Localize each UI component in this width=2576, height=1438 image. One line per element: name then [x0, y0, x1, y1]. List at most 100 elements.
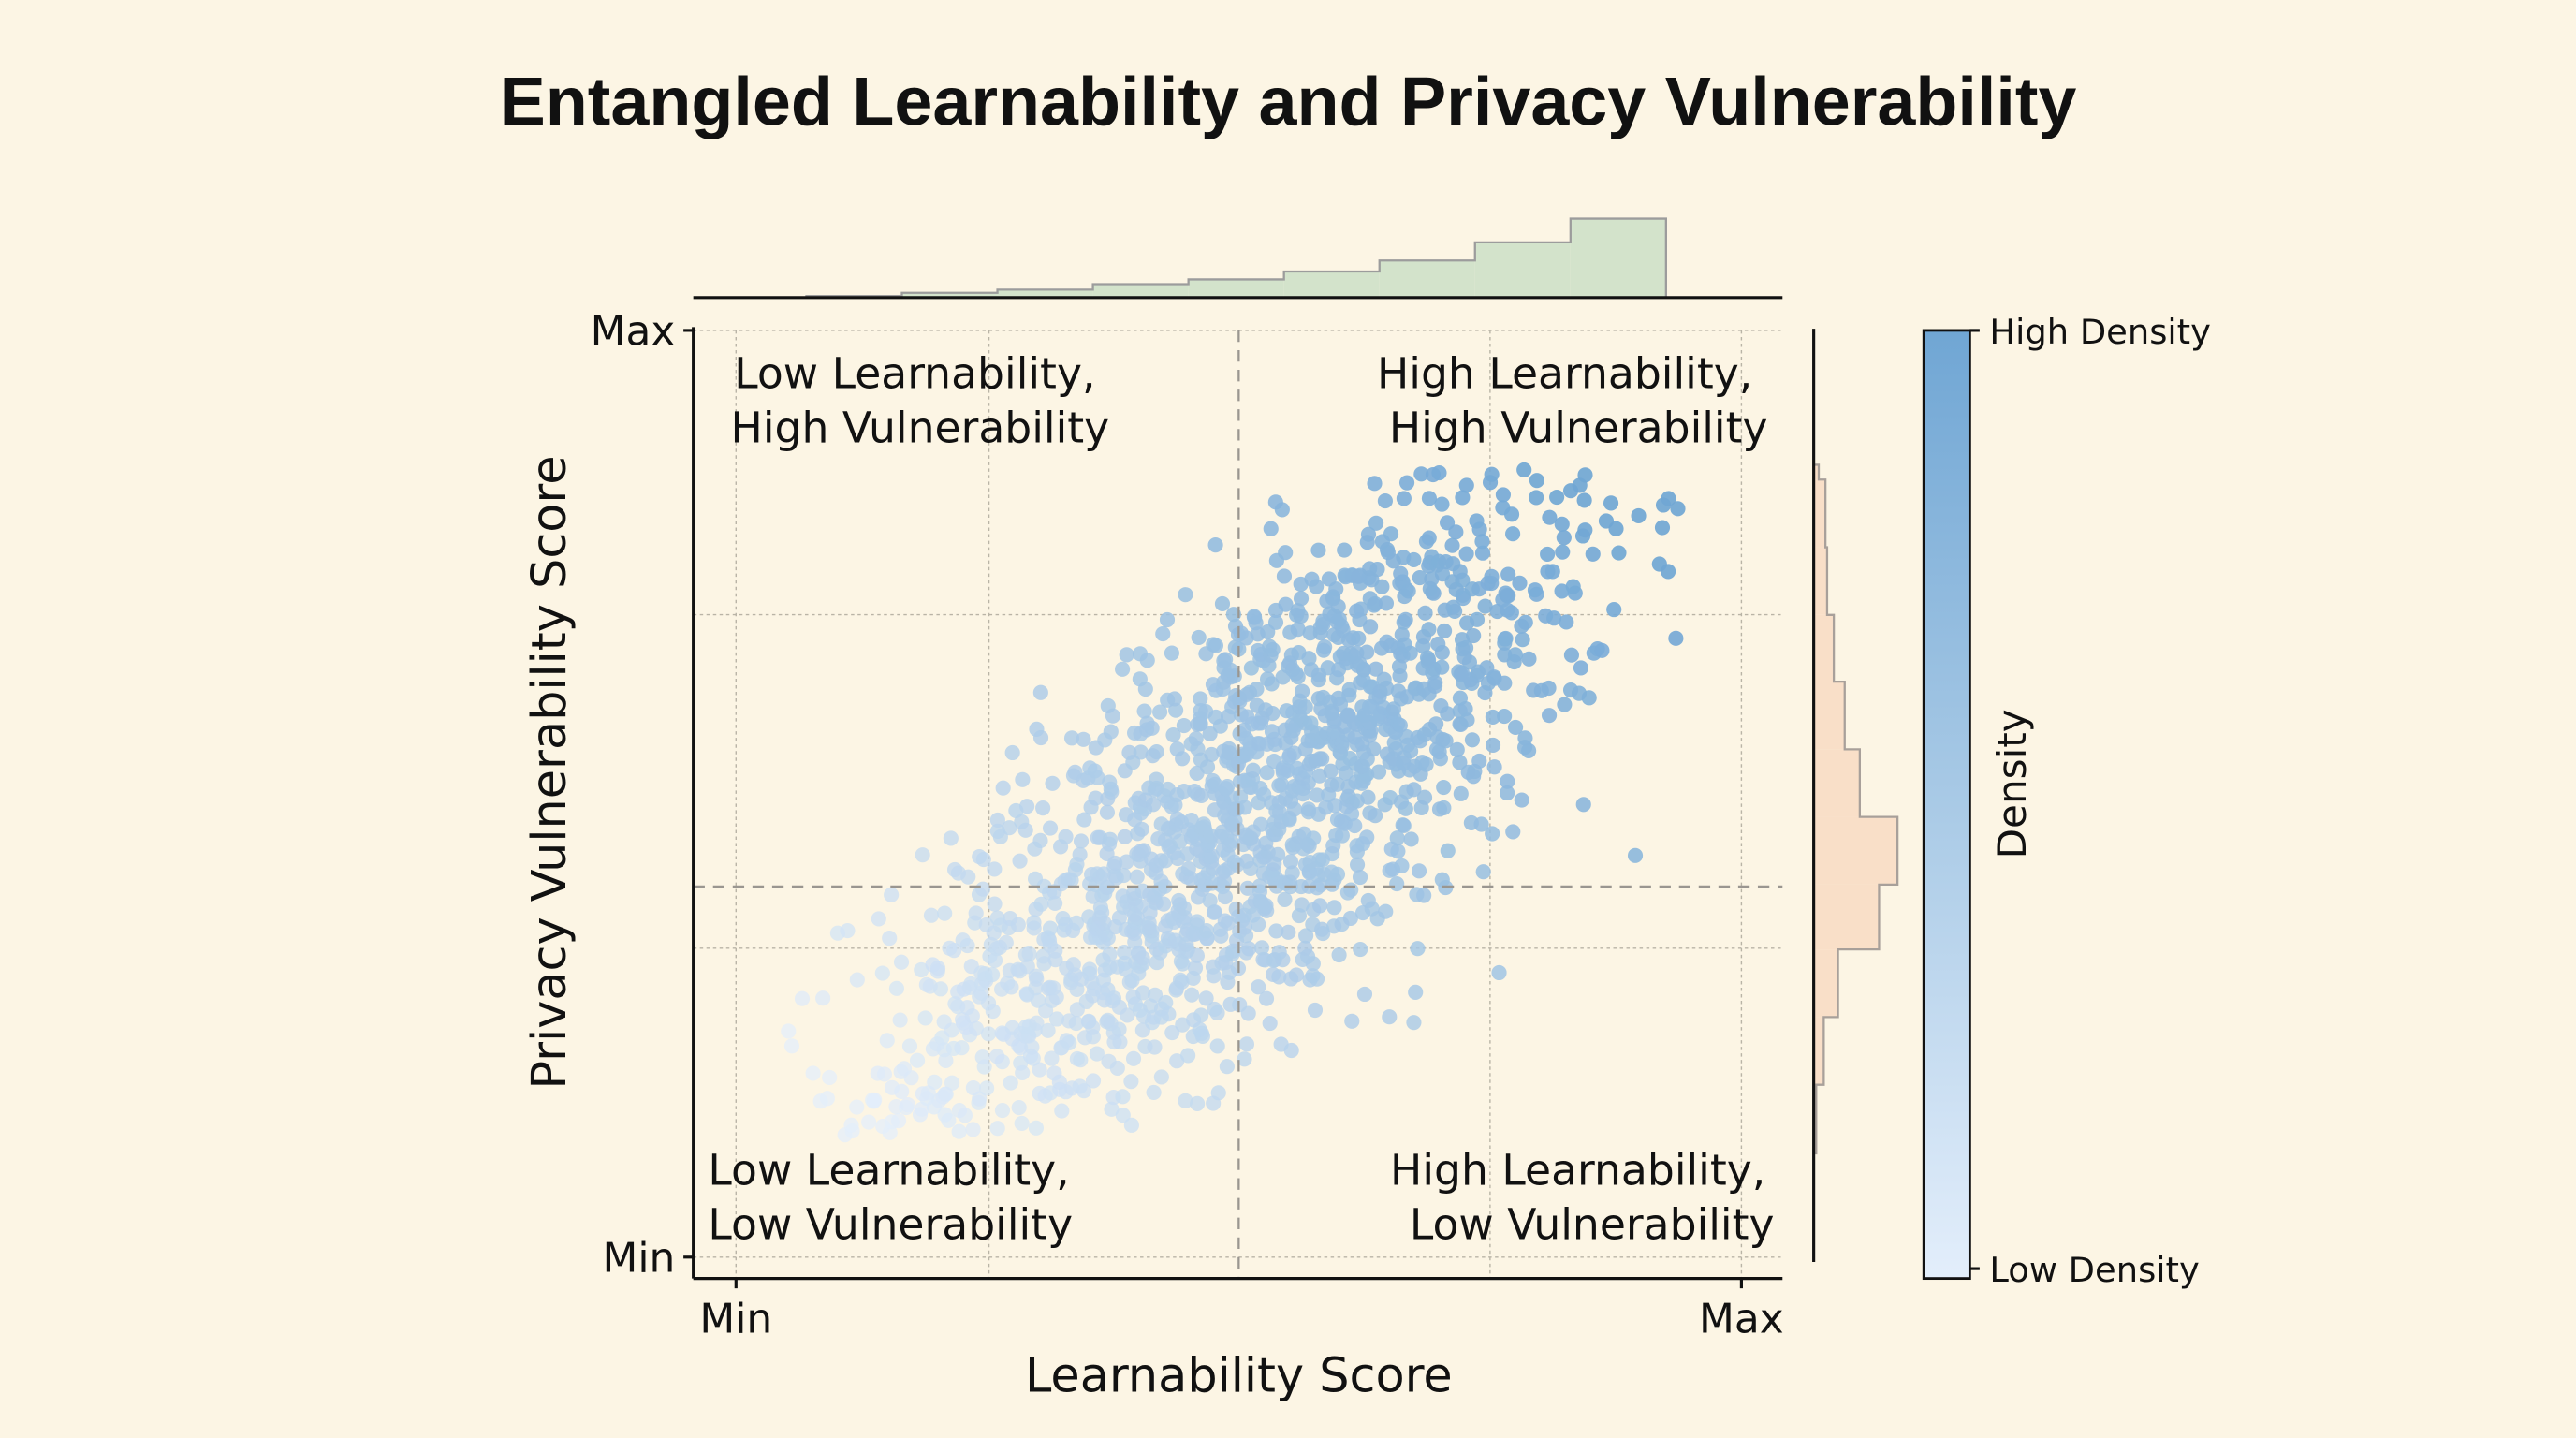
- scatter-point: [1436, 800, 1452, 816]
- scatter-point: [1527, 582, 1544, 598]
- scatter-point: [1221, 741, 1237, 756]
- scatter-point: [1337, 542, 1353, 558]
- scatter-point: [1514, 792, 1530, 808]
- scatter-points: [781, 462, 1686, 1143]
- scatter-point: [1238, 853, 1255, 869]
- scatter-point: [915, 847, 930, 863]
- scatter-point: [1421, 530, 1437, 546]
- scatter-point: [1433, 698, 1449, 714]
- scatter-point: [1393, 565, 1409, 581]
- scatter-point: [1152, 704, 1168, 720]
- scatter-point: [1258, 990, 1275, 1006]
- scatter-point: [1474, 545, 1491, 561]
- scatter-point: [1125, 1050, 1142, 1066]
- right-histogram-bar: [1813, 1017, 1824, 1085]
- scatter-point: [867, 1092, 883, 1108]
- scatter-point: [1271, 969, 1287, 985]
- scatter-point: [1453, 785, 1469, 801]
- scatter-point: [1068, 1015, 1084, 1032]
- scatter-point: [1193, 691, 1208, 707]
- scatter-point: [1135, 985, 1151, 1001]
- quadrant-label-top-right-line2: High Vulnerability: [1389, 403, 1768, 452]
- scatter-point: [1014, 814, 1030, 829]
- scatter-point: [1390, 844, 1406, 859]
- quadrant-label-bottom-right: High Learnability, Low Vulnerability: [1390, 1146, 1779, 1250]
- scatter-point: [1485, 826, 1500, 842]
- scatter-point: [1541, 680, 1557, 697]
- scatter-point: [1208, 709, 1224, 725]
- scatter-point: [1419, 650, 1436, 666]
- scatter-point: [1383, 526, 1399, 542]
- scatter-point: [965, 1079, 981, 1096]
- scatter-point: [1102, 831, 1118, 847]
- scatter-point: [1219, 1059, 1235, 1075]
- scatter-point: [1046, 1065, 1062, 1081]
- scatter-point: [1146, 797, 1162, 813]
- scatter-point: [1265, 641, 1281, 658]
- scatter-point: [1559, 614, 1574, 630]
- scatter-point: [985, 967, 1001, 983]
- scatter-point: [1238, 1036, 1255, 1052]
- scatter-point: [1498, 585, 1514, 601]
- scatter-point: [1132, 671, 1148, 687]
- scatter-point: [1370, 764, 1387, 780]
- scatter-point: [1303, 715, 1319, 731]
- scatter-point: [989, 1121, 1005, 1137]
- scatter-point: [1241, 941, 1257, 957]
- scatter-point: [989, 823, 1005, 839]
- scatter-point: [987, 861, 1003, 877]
- scatter-point: [1129, 869, 1145, 885]
- scatter-point: [1452, 755, 1468, 770]
- scatter-point: [1278, 596, 1294, 612]
- scatter-point: [979, 1080, 995, 1096]
- scatter-point: [1149, 771, 1164, 787]
- scatter-point: [1189, 947, 1206, 963]
- scatter-point: [1479, 660, 1495, 676]
- scatter-point: [1458, 477, 1474, 493]
- scatter-point: [1486, 759, 1502, 775]
- scatter-point: [1416, 888, 1432, 903]
- scatter-point: [1139, 653, 1155, 668]
- top-histogram-bar: [1283, 271, 1380, 298]
- scatter-point: [896, 1061, 913, 1077]
- scatter-point: [1004, 744, 1020, 761]
- scatter-point: [1165, 726, 1181, 743]
- scatter-point: [938, 1086, 954, 1102]
- scatter-point: [879, 1033, 895, 1049]
- y-tick-label-min: Min: [603, 1235, 676, 1283]
- scatter-point: [1661, 564, 1676, 580]
- scatter-point: [1133, 744, 1149, 760]
- scatter-point: [1270, 846, 1286, 862]
- scatter-point: [1573, 660, 1589, 676]
- scatter-point: [1166, 691, 1182, 707]
- scatter-point: [1581, 690, 1597, 706]
- scatter-point: [1059, 1033, 1075, 1049]
- scatter-point: [1164, 645, 1179, 661]
- scatter-point: [1495, 487, 1511, 503]
- scatter-point: [1454, 632, 1471, 648]
- scatter-point: [1104, 1101, 1120, 1117]
- scatter-point: [937, 1107, 953, 1123]
- scatter-point: [987, 896, 1003, 912]
- scatter-point: [1198, 990, 1214, 1006]
- scatter-point: [1394, 626, 1410, 643]
- scatter-point: [987, 952, 1003, 968]
- scatter-point: [944, 1075, 960, 1091]
- scatter-point: [1411, 863, 1427, 879]
- scatter-point: [946, 861, 963, 878]
- scatter-point: [1309, 787, 1325, 803]
- scatter-point: [1529, 473, 1544, 489]
- scatter-point: [975, 881, 991, 897]
- scatter-point: [1208, 537, 1223, 553]
- scatter-point: [1317, 639, 1333, 655]
- scatter-point: [1259, 671, 1276, 687]
- scatter-point: [1484, 466, 1500, 482]
- scatter-point: [1464, 732, 1480, 748]
- x-tick-label-min: Min: [699, 1296, 772, 1343]
- scatter-point: [1073, 833, 1090, 849]
- quadrant-label-top-left-line1: Low Learnability,: [734, 348, 1095, 398]
- scatter-point: [1115, 1108, 1131, 1123]
- scatter-point: [1439, 515, 1456, 531]
- scatter-point: [1117, 944, 1133, 961]
- scatter-point: [1449, 741, 1465, 757]
